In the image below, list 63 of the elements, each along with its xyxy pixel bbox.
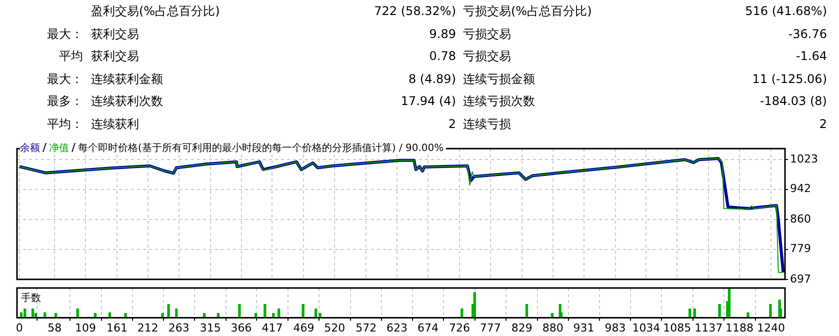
text: 516 (41.68%) (744, 3, 827, 19)
x-tick-label: 1240 (757, 321, 786, 334)
x-tick-label: 983 (604, 321, 626, 334)
text: 11 (-125.06) (751, 70, 827, 87)
text: -1.64 (794, 48, 827, 64)
x-tick-label: 1034 (632, 321, 660, 334)
x-tick-label: 572 (356, 321, 377, 334)
x-tick-label: 1188 (726, 321, 754, 334)
text: 2 (818, 116, 827, 132)
x-tick-label: 1085 (663, 321, 692, 334)
x-tick-label: 829 (511, 321, 532, 334)
text: 722 (58.32%) (373, 3, 456, 19)
y-tick-label: 697 (790, 272, 811, 286)
text: -36.76 (787, 26, 827, 42)
text: 亏损交易 (463, 48, 512, 64)
text: 盈利交易(%占总百分比) (91, 3, 221, 19)
x-tick-label: 880 (542, 321, 564, 334)
x-tick-label: 366 (230, 321, 252, 334)
y-tick-label: 779 (790, 242, 811, 256)
text: 17.94 (4) (400, 93, 456, 110)
x-tick-label: 469 (293, 321, 314, 334)
text: 最大： (46, 70, 83, 87)
x-tick-label: 212 (137, 321, 158, 334)
text: 最多： (46, 93, 83, 110)
text: 获利交易 (91, 26, 140, 42)
x-tick-label: 58 (48, 321, 62, 334)
text: 连续亏损次数 (463, 93, 536, 110)
text: 连续亏损 (463, 116, 512, 132)
x-tick-label: 674 (417, 321, 438, 334)
x-tick-label: 0 (16, 321, 23, 334)
y-tick-label: 1023 (790, 152, 818, 166)
text: 平均 (58, 48, 83, 64)
x-tick-label: 1137 (694, 321, 723, 334)
x-tick-label: 931 (573, 321, 594, 334)
text: 连续获利 (91, 116, 140, 132)
x-tick-label: 777 (480, 321, 501, 334)
text: 8 (4.89) (407, 70, 456, 87)
text: 9.89 (428, 26, 456, 42)
x-tick-label: 623 (386, 321, 408, 334)
y-tick-label: 942 (790, 182, 811, 196)
x-tick-label: 263 (168, 321, 190, 334)
chart-title: 每个即时价格(基于所有可利用的最小时段的每一个价格的分形插值计算) / 90.00% (78, 143, 444, 154)
y-tick-label: 860 (790, 212, 811, 226)
series-label: 余额 (20, 143, 40, 154)
text: 亏损交易 (463, 26, 512, 42)
x-tick-label: 520 (324, 321, 346, 334)
text: 连续获利金额 (91, 70, 164, 87)
text: 手数 (21, 292, 41, 305)
text: 2 (447, 116, 456, 132)
text: -184.03 (8) (758, 93, 827, 110)
text: 最大： (46, 26, 83, 42)
text: 0.78 (428, 48, 456, 64)
x-tick-label: 109 (74, 321, 96, 334)
text: 平均： (46, 116, 83, 132)
text: 连续亏损金额 (463, 70, 536, 87)
x-tick-label: 315 (200, 321, 221, 334)
x-tick-label: 726 (448, 321, 470, 334)
x-tick-label: 161 (106, 321, 128, 334)
series-label: 净值 (49, 143, 69, 154)
text: 获利交易 (91, 48, 140, 64)
x-tick-label: 417 (262, 321, 283, 334)
text: 亏损交易(%占总百分比) (463, 3, 593, 19)
text: 连续获利次数 (91, 93, 164, 110)
